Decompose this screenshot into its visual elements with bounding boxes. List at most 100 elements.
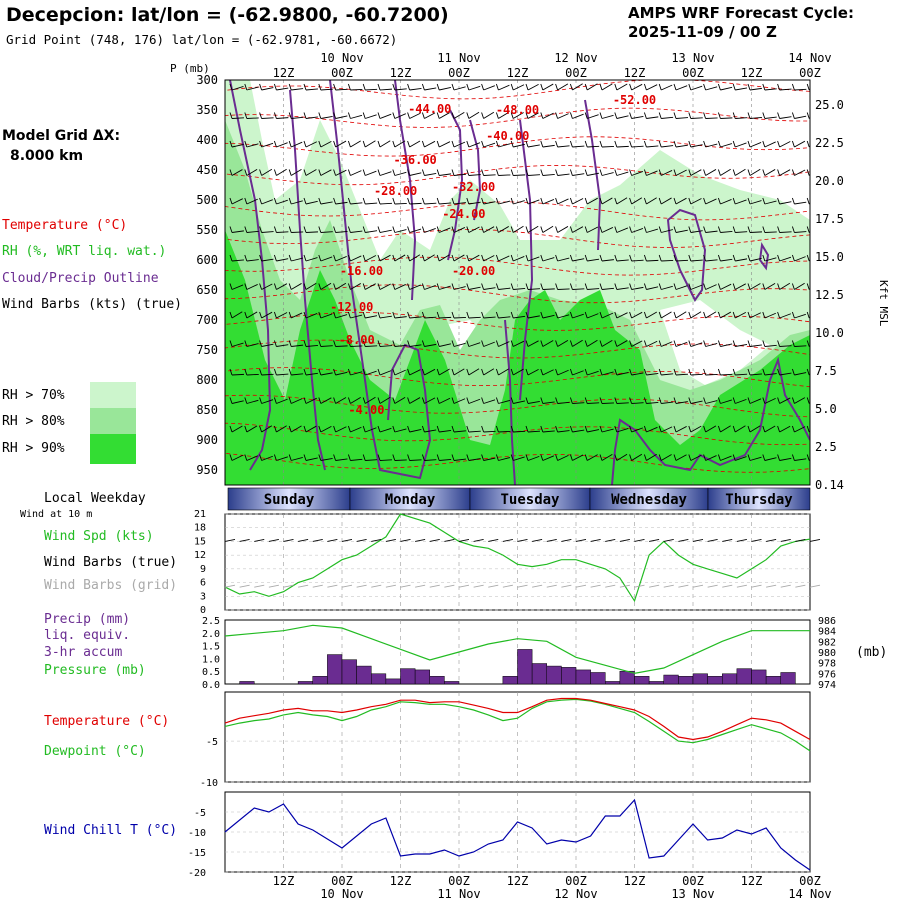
wind-barb (542, 257, 555, 262)
wind-barb (291, 200, 303, 205)
wind-barb-flag (481, 140, 485, 148)
wind-barb-flag (318, 112, 322, 119)
wind-barb (735, 373, 748, 376)
surface-wind-barb (268, 538, 279, 542)
wind-barb-flag (407, 425, 411, 433)
wind-barb (749, 168, 761, 176)
wind-barb (350, 202, 363, 205)
cross-section-frame (224, 79, 811, 486)
wind-barb-flag (555, 283, 559, 290)
wind-barb (705, 400, 718, 404)
wind-barb (468, 201, 481, 205)
wind-barb-flag (333, 340, 337, 347)
wind-barb (572, 145, 585, 148)
wind-barb (424, 112, 436, 119)
wind-barb (453, 398, 466, 404)
wind-barb-flag (481, 112, 485, 119)
weekday-label: Monday (385, 492, 436, 508)
wind-barb-flag (777, 425, 781, 433)
wind-barb (779, 141, 791, 148)
grid-wind-barb (678, 584, 689, 588)
wind-barb-flag (555, 112, 559, 119)
wind-barb-flag (555, 254, 559, 262)
surface-wind-barb (707, 538, 718, 542)
wind-barb (231, 400, 244, 404)
wind-barb (601, 114, 614, 119)
top-time-hour-label: 00Z (565, 66, 587, 80)
wind-barb (424, 140, 436, 148)
pressure-tick-label: 984 (818, 627, 836, 638)
precip-bar (517, 649, 533, 685)
wind-barb-flag (569, 311, 573, 319)
windchill-tick-label: -20 (188, 868, 206, 879)
wind-barb-flag (614, 311, 618, 319)
bottom-time-hour-label: 12Z (624, 874, 646, 888)
wind-barb (587, 288, 600, 290)
wind-barb-flag (806, 197, 810, 205)
wind-barb (779, 282, 791, 290)
temperature-contour-label: -52.00 (613, 93, 656, 107)
wind-barb-flag (614, 169, 618, 176)
wind-barb-flag (688, 425, 692, 433)
wind-barb (661, 116, 674, 119)
wind-barb-flag (392, 454, 396, 461)
wind-barb-flag (629, 112, 633, 119)
wind-barb (557, 145, 570, 148)
cross-section-axes: 300 350 400 450 500 550 600 650 700 750 800 850 900 9… (170, 51, 890, 492)
wind-barb-flag (259, 283, 263, 290)
wind-barb-flag (510, 112, 514, 119)
top-time-hour-label: 12Z (624, 66, 646, 80)
wind-barb-flag (244, 454, 248, 461)
wind-barb (720, 399, 732, 404)
wind-barb (527, 401, 540, 404)
wind-barb (424, 202, 437, 205)
wind-barb (631, 83, 643, 91)
wind-barb-flag (688, 397, 692, 404)
wind-barb (587, 370, 599, 376)
wind-barb-flag (451, 254, 455, 262)
wind-barb (631, 115, 644, 119)
wind-barb-flag (806, 283, 810, 290)
wind-barb-flag (732, 197, 736, 205)
wind-barb (291, 312, 303, 319)
wind-barb-flag (495, 283, 499, 290)
wind-barb (705, 198, 717, 205)
wind-barb-flag (510, 368, 514, 376)
wind-barb (394, 344, 407, 347)
wind-barb-flag (510, 340, 514, 347)
grid-wind-barb (707, 584, 718, 588)
wind-barb (616, 453, 628, 461)
wind-barb-flag (303, 83, 307, 91)
wind-barb (498, 111, 509, 119)
wind-barb (587, 313, 599, 319)
wind-barb (246, 343, 259, 347)
wind-barb (424, 254, 435, 262)
wind-barb (542, 225, 554, 233)
wind-barb (424, 172, 437, 176)
wind-barb (809, 431, 810, 433)
wind-barb (675, 85, 688, 91)
wind-barb (305, 200, 318, 205)
wind-barb (379, 345, 392, 347)
wind-barb-flag (421, 397, 425, 404)
temperature-contour-label: -28.00 (374, 184, 417, 198)
wind-barb (335, 345, 348, 347)
wind-barb (572, 454, 584, 461)
wind-barb (631, 340, 643, 347)
wind-barb-flag (629, 283, 633, 290)
pressure-tick-label: 980 (818, 648, 836, 659)
wind-barb (779, 425, 791, 433)
wind-barb-flag (407, 340, 411, 347)
wind-barb (379, 459, 393, 461)
wind-barb (276, 312, 288, 319)
wind-barb-flag (762, 112, 766, 119)
bottom-time-hour-label: 12Z (273, 874, 295, 888)
wind-barb-flag (362, 283, 366, 290)
wind-barb-flag (333, 425, 337, 433)
grid-wind-barb (268, 584, 279, 588)
wind-barb-flag (688, 169, 692, 176)
wind-barb-flag (318, 397, 322, 404)
wind-barb-flag (495, 425, 499, 433)
wind-barb-flag (229, 169, 233, 176)
wind-barb-flag (777, 254, 781, 262)
